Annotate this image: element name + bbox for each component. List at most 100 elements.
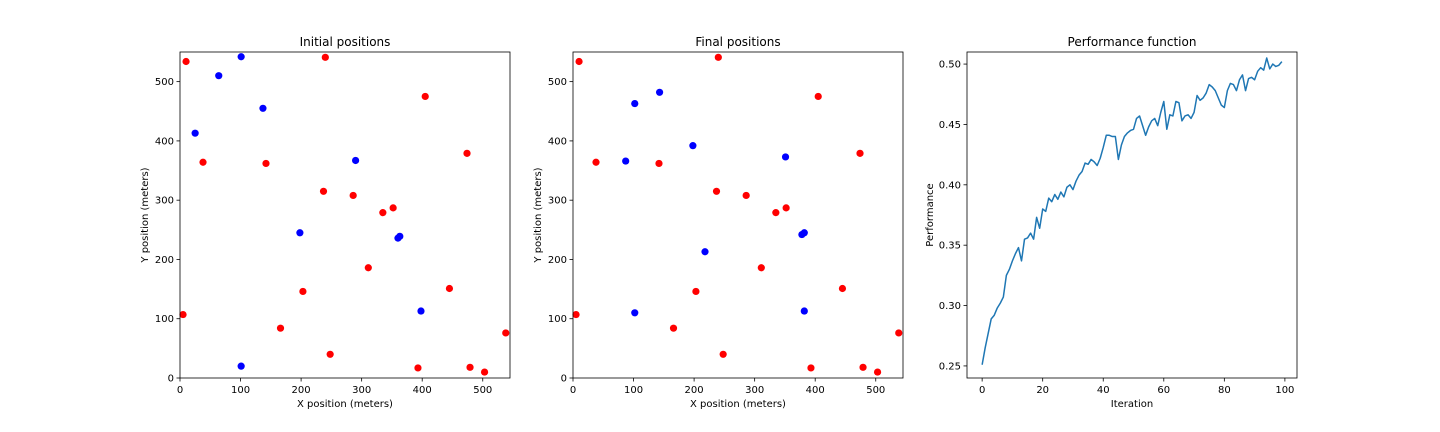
y-tick-label: 100 [548, 314, 567, 325]
scatter-point [859, 363, 867, 371]
scatter-point [215, 72, 223, 80]
scatter-point [631, 309, 639, 317]
x-tick-label: 200 [685, 385, 704, 396]
scatter-point [592, 158, 600, 166]
chart-title: Initial positions [300, 35, 391, 49]
scatter-point [772, 209, 780, 217]
scatter-point [262, 159, 270, 168]
y-tick-label: 0.45 [939, 120, 961, 131]
scatter-point [655, 88, 664, 96]
scatter-point [319, 187, 328, 195]
y-tick-label: 400 [155, 136, 174, 147]
scatter-point [701, 248, 709, 256]
y-tick-label: 0 [561, 374, 567, 385]
x-tick-label: 0 [570, 385, 576, 396]
panel-performance-function: 0 20 40 60 80 100 0.25 0.30 0.35 0.40 0.45 0.50 Perf… [925, 35, 1298, 410]
x-tick-label: 200 [292, 385, 311, 396]
x-tick-label: 500 [866, 385, 885, 396]
x-tick-label: 40 [1097, 385, 1110, 396]
x-tick-label: 400 [806, 385, 825, 396]
scatter-point [692, 287, 700, 296]
scatter-point [895, 329, 903, 337]
y-tick-label: 200 [155, 255, 174, 266]
scatter-point [807, 364, 815, 372]
scatter-point [299, 287, 307, 296]
y-axis-label: Y position (meters) [140, 167, 151, 263]
scatter-point [714, 53, 722, 61]
scatter-point [191, 129, 199, 137]
scatter-point [622, 157, 630, 165]
y-tick-label: 0.35 [939, 241, 961, 252]
scatter-point [199, 158, 207, 166]
scatter-point [351, 156, 360, 165]
scatter-point [480, 368, 489, 376]
x-tick-label: 0 [177, 385, 183, 396]
scatter-point [655, 159, 663, 168]
y-tick-label: 500 [155, 77, 174, 88]
y-tick-label: 0.50 [939, 60, 961, 71]
scatter-point [800, 307, 808, 315]
scatter-point [396, 232, 404, 240]
y-tick-label: 200 [548, 255, 567, 266]
scatter-point [838, 284, 847, 293]
scatter-point [276, 324, 285, 332]
y-axis-label: Y position (meters) [533, 167, 544, 263]
x-tick-label: 100 [1275, 385, 1294, 396]
scatter-point [237, 53, 245, 61]
x-tick-label: 100 [231, 385, 250, 396]
scatter-point [296, 229, 304, 237]
scatter-point [349, 191, 357, 200]
y-tick-label: 0.25 [939, 361, 961, 372]
y-axis-label: Performance [925, 183, 936, 246]
x-tick-label: 80 [1218, 385, 1231, 396]
x-tick-label: 400 [413, 385, 432, 396]
scatter-point [326, 350, 334, 358]
scatter-point [445, 284, 454, 293]
axes-frame [179, 51, 511, 379]
scatter-point [742, 191, 750, 200]
scatter-point [856, 149, 864, 157]
x-tick-label: 60 [1157, 385, 1170, 396]
scatter-point [873, 368, 882, 376]
scatter-point [321, 53, 329, 61]
x-tick-label: 500 [473, 385, 492, 396]
chart-title: Final positions [695, 35, 780, 49]
scatter-point [719, 350, 727, 358]
scatter-point [379, 209, 387, 217]
y-tick-label: 0 [168, 374, 174, 385]
scatter-point [782, 204, 790, 212]
axes-frame [966, 51, 1298, 379]
scatter-point [800, 229, 808, 237]
scatter-point [669, 324, 678, 332]
panel-initial-positions: 0 100 200 300 400 500 0 100 200 300 400 500 Initial … [140, 35, 511, 410]
x-tick-label: 300 [352, 385, 371, 396]
scatter-point [259, 104, 267, 112]
scatter-point [575, 57, 583, 66]
scatter-point [814, 92, 822, 101]
x-tick-label: 20 [1036, 385, 1049, 396]
y-tick-label: 300 [155, 196, 174, 207]
chart-title: Performance function [1068, 35, 1197, 49]
x-axis-label: X position (meters) [297, 399, 393, 410]
scatter-point [466, 363, 474, 371]
scatter-point [179, 310, 187, 319]
y-tick-label: 400 [548, 136, 567, 147]
scatter-point [781, 153, 790, 161]
scatter-point [421, 92, 429, 101]
scatter-point [631, 99, 639, 108]
panel-final-positions: 0 100 200 300 400 500 0 100 200 300 400 500 Final po… [533, 35, 904, 410]
scatter-point [689, 142, 697, 150]
scatter-point [237, 362, 245, 370]
y-tick-label: 500 [548, 77, 567, 88]
scatter-point [712, 187, 721, 195]
x-tick-label: 0 [979, 385, 985, 396]
scatter-point [414, 364, 422, 372]
scatter-point [182, 57, 190, 66]
scatter-point [389, 204, 397, 212]
x-axis-label: Iteration [1111, 399, 1153, 410]
scatter-point [502, 329, 510, 337]
scatter-point [364, 264, 372, 272]
x-tick-label: 300 [745, 385, 764, 396]
scatter-point [417, 307, 425, 315]
x-tick-label: 100 [624, 385, 643, 396]
